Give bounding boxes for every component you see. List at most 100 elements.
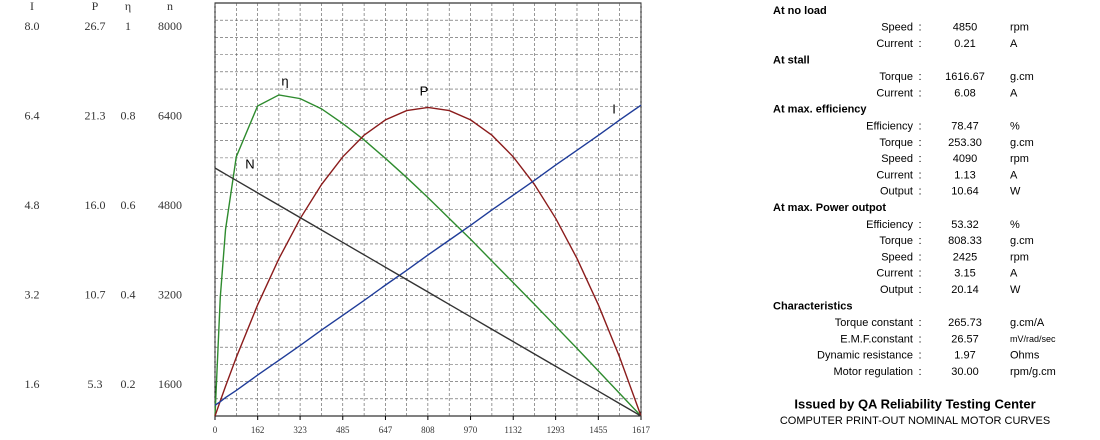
spec-unit: %	[1010, 219, 1020, 231]
colon: :	[918, 71, 921, 83]
spec-unit: A	[1010, 87, 1018, 99]
spec-value: 4850	[953, 22, 977, 34]
spec-label: Efficiency	[866, 219, 913, 231]
x-tick-label: 485	[336, 425, 350, 435]
spec-value: 10.64	[951, 186, 979, 198]
spec-label: Speed	[881, 153, 913, 165]
spec-unit: rpm	[1010, 251, 1029, 263]
spec-value: 1.13	[954, 169, 975, 181]
axis-label: n	[167, 0, 173, 13]
x-tick-label: 0	[213, 425, 218, 435]
spec-label: Efficiency	[866, 121, 913, 133]
curve	[214, 94, 642, 417]
spec-label: Torque	[879, 235, 913, 247]
curve-label: N	[245, 156, 254, 171]
x-tick-label: 1132	[504, 425, 522, 435]
curve-label: I	[612, 101, 616, 116]
spec-value: 53.32	[951, 219, 979, 231]
y-tick-label: 10.7	[85, 287, 106, 301]
x-tick-label: 1293	[547, 425, 566, 435]
spec-label: Motor regulation	[834, 366, 914, 378]
section-title: At no load	[773, 5, 827, 17]
spec-label: Current	[876, 268, 913, 280]
axis-label: I	[30, 0, 34, 13]
x-tick-label: 1455	[589, 425, 608, 435]
colon: :	[918, 350, 921, 362]
y-tick-label: 3200	[158, 287, 182, 301]
y-tick-label: 6.4	[25, 108, 40, 122]
section-title: At stall	[773, 54, 810, 66]
y-tick-label: 8.0	[25, 19, 40, 33]
y-tick-label: 0.4	[121, 287, 136, 301]
x-tick-label: 323	[293, 425, 307, 435]
colon: :	[918, 121, 921, 133]
y-tick-label: 1600	[158, 377, 182, 391]
spec-unit: A	[1010, 169, 1018, 181]
x-tick-label: 1617	[632, 425, 651, 435]
colon: :	[918, 219, 921, 231]
spec-label: Speed	[881, 22, 913, 34]
colon: :	[918, 169, 921, 181]
spec-unit: g.cm	[1010, 71, 1034, 83]
colon: :	[918, 235, 921, 247]
spec-unit: W	[1010, 186, 1021, 198]
colon: :	[918, 22, 921, 34]
spec-value: 6.08	[954, 87, 975, 99]
y-tick-label: 6400	[158, 108, 182, 122]
y-tick-label: 0.2	[121, 377, 136, 391]
spec-label: Torque	[879, 137, 913, 149]
colon: :	[918, 366, 921, 378]
spec-unit: A	[1010, 268, 1018, 280]
y-tick-label: 4800	[158, 198, 182, 212]
spec-unit: rpm	[1010, 22, 1029, 34]
spec-unit: g.cm/A	[1010, 317, 1045, 329]
spec-unit: g.cm	[1010, 235, 1034, 247]
y-tick-label: 0.6	[121, 198, 136, 212]
y-tick-label: 1	[125, 19, 131, 33]
spec-value: 78.47	[951, 121, 979, 133]
spec-label: Current	[876, 38, 913, 50]
spec-unit: %	[1010, 121, 1020, 133]
colon: :	[918, 153, 921, 165]
curve	[214, 167, 642, 417]
section-title: At max. efficiency	[773, 104, 867, 116]
x-tick-label: 647	[379, 425, 393, 435]
spec-label: Current	[876, 87, 913, 99]
colon: :	[918, 38, 921, 50]
y-tick-label: 3.2	[25, 287, 40, 301]
spec-value: 1.97	[954, 350, 975, 362]
spec-value: 26.57	[951, 333, 979, 345]
section-title: Characteristics	[773, 300, 853, 312]
spec-value: 2425	[953, 251, 977, 263]
colon: :	[918, 317, 921, 329]
spec-label: Current	[876, 169, 913, 181]
spec-label: E.M.F.constant	[840, 333, 913, 345]
colon: :	[918, 87, 921, 99]
x-tick-label: 808	[421, 425, 435, 435]
curve-label: P	[420, 83, 429, 98]
y-tick-label: 21.3	[85, 108, 106, 122]
spec-unit: g.cm	[1010, 137, 1034, 149]
curve-label: η	[281, 73, 288, 88]
colon: :	[918, 284, 921, 296]
spec-unit: mV/rad/sec	[1010, 334, 1056, 344]
y-tick-label: 0.8	[121, 108, 136, 122]
spec-value: 3.15	[954, 268, 975, 280]
curve	[214, 106, 642, 417]
spec-value: 20.14	[951, 284, 979, 296]
axis-label: η	[125, 0, 131, 13]
spec-value: 1616.67	[945, 71, 985, 83]
y-tick-label: 5.3	[88, 377, 103, 391]
axis-label: P	[92, 0, 99, 13]
spec-value: 808.33	[948, 235, 982, 247]
x-tick-label: 970	[464, 425, 478, 435]
spec-value: 30.00	[951, 366, 979, 378]
spec-value: 4090	[953, 153, 977, 165]
spec-label: Torque	[879, 71, 913, 83]
spec-value: 253.30	[948, 137, 982, 149]
colon: :	[918, 186, 921, 198]
section-title: At max. Power outpot	[773, 202, 886, 214]
y-tick-label: 1.6	[25, 377, 40, 391]
y-tick-label: 16.0	[85, 198, 106, 212]
colon: :	[918, 333, 921, 345]
